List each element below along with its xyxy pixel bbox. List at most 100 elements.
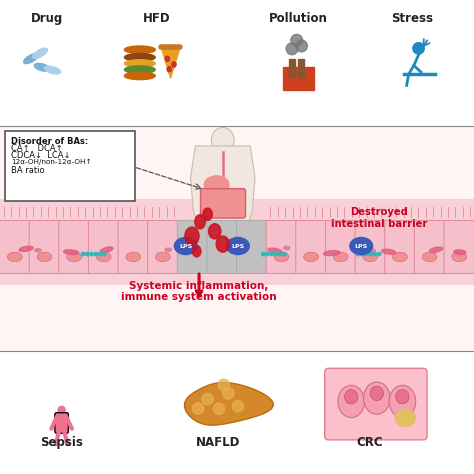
Ellipse shape <box>262 252 264 256</box>
Ellipse shape <box>291 35 302 46</box>
Ellipse shape <box>350 237 373 255</box>
FancyBboxPatch shape <box>55 413 68 433</box>
Text: BA ratio: BA ratio <box>11 166 45 175</box>
Text: CDCA↓  LCA↓: CDCA↓ LCA↓ <box>11 151 71 160</box>
Ellipse shape <box>223 388 234 399</box>
Bar <box>0 0 474 126</box>
Ellipse shape <box>100 247 113 253</box>
FancyBboxPatch shape <box>5 131 135 201</box>
Ellipse shape <box>81 252 84 256</box>
Text: Destroyed
intestinal barrier: Destroyed intestinal barrier <box>331 207 428 229</box>
Ellipse shape <box>203 208 212 220</box>
Ellipse shape <box>155 252 170 262</box>
Ellipse shape <box>296 40 307 52</box>
FancyBboxPatch shape <box>59 220 89 273</box>
FancyBboxPatch shape <box>325 368 427 440</box>
Ellipse shape <box>37 252 52 262</box>
Ellipse shape <box>304 252 319 262</box>
Ellipse shape <box>338 385 365 418</box>
FancyBboxPatch shape <box>296 220 326 273</box>
Ellipse shape <box>124 54 155 61</box>
Ellipse shape <box>365 252 368 256</box>
Ellipse shape <box>209 224 221 239</box>
Ellipse shape <box>67 252 82 262</box>
Text: CA↑   DCA↑: CA↑ DCA↑ <box>11 144 63 153</box>
Ellipse shape <box>213 403 225 414</box>
Text: 12α-OH/non-12α-OH↑: 12α-OH/non-12α-OH↑ <box>11 159 92 165</box>
Text: Systemic inflammation,
immune system activation: Systemic inflammation, immune system act… <box>121 281 277 302</box>
Ellipse shape <box>216 236 229 252</box>
FancyBboxPatch shape <box>266 220 297 273</box>
Ellipse shape <box>364 382 390 414</box>
Bar <box>298 59 304 77</box>
Ellipse shape <box>274 252 278 256</box>
Ellipse shape <box>85 252 89 256</box>
FancyBboxPatch shape <box>177 220 208 273</box>
Ellipse shape <box>356 252 359 256</box>
Text: Stress: Stress <box>392 12 433 25</box>
Text: HFD: HFD <box>143 12 170 25</box>
Ellipse shape <box>192 246 201 257</box>
Ellipse shape <box>286 43 298 55</box>
Ellipse shape <box>345 390 358 404</box>
Ellipse shape <box>90 252 93 256</box>
Ellipse shape <box>96 252 111 262</box>
Text: Sepsis: Sepsis <box>40 437 83 449</box>
Ellipse shape <box>211 128 234 152</box>
Ellipse shape <box>195 215 205 229</box>
Ellipse shape <box>34 64 50 71</box>
Ellipse shape <box>274 252 289 262</box>
Ellipse shape <box>283 252 286 256</box>
Ellipse shape <box>174 237 197 255</box>
Text: Disorder of BAs:: Disorder of BAs: <box>11 137 89 146</box>
Ellipse shape <box>268 248 282 254</box>
Ellipse shape <box>279 252 282 256</box>
Ellipse shape <box>454 250 465 255</box>
Ellipse shape <box>374 252 376 256</box>
Text: LPS: LPS <box>231 244 245 248</box>
Ellipse shape <box>395 410 415 427</box>
FancyBboxPatch shape <box>414 220 445 273</box>
FancyBboxPatch shape <box>385 220 415 273</box>
Ellipse shape <box>360 252 364 256</box>
Bar <box>0 199 474 285</box>
Ellipse shape <box>378 252 381 256</box>
Ellipse shape <box>33 48 47 58</box>
Ellipse shape <box>232 401 244 412</box>
FancyBboxPatch shape <box>325 220 356 273</box>
Ellipse shape <box>185 227 199 245</box>
Ellipse shape <box>124 72 155 80</box>
Bar <box>283 67 314 90</box>
Ellipse shape <box>102 252 106 256</box>
Ellipse shape <box>333 252 348 262</box>
Ellipse shape <box>165 56 170 62</box>
Ellipse shape <box>392 252 407 262</box>
Ellipse shape <box>283 246 290 250</box>
Bar <box>0 126 474 351</box>
Ellipse shape <box>382 249 396 254</box>
Ellipse shape <box>126 252 141 262</box>
Ellipse shape <box>204 176 229 194</box>
Ellipse shape <box>369 249 375 252</box>
Ellipse shape <box>413 43 424 54</box>
Bar <box>289 59 295 77</box>
FancyBboxPatch shape <box>118 220 148 273</box>
Ellipse shape <box>429 247 443 253</box>
Ellipse shape <box>389 385 416 418</box>
Ellipse shape <box>45 66 61 74</box>
Text: LPS: LPS <box>179 244 192 248</box>
Ellipse shape <box>58 406 65 414</box>
Ellipse shape <box>324 251 340 255</box>
Ellipse shape <box>218 379 229 391</box>
Ellipse shape <box>165 248 172 251</box>
Polygon shape <box>184 383 273 425</box>
Text: LPS: LPS <box>355 244 368 248</box>
Ellipse shape <box>24 54 38 64</box>
Text: Pollution: Pollution <box>269 12 328 25</box>
FancyBboxPatch shape <box>88 220 119 273</box>
Text: NAFLD: NAFLD <box>196 437 240 449</box>
Text: Drug: Drug <box>31 12 64 25</box>
Ellipse shape <box>172 62 176 67</box>
Ellipse shape <box>35 249 41 252</box>
Ellipse shape <box>369 252 373 256</box>
